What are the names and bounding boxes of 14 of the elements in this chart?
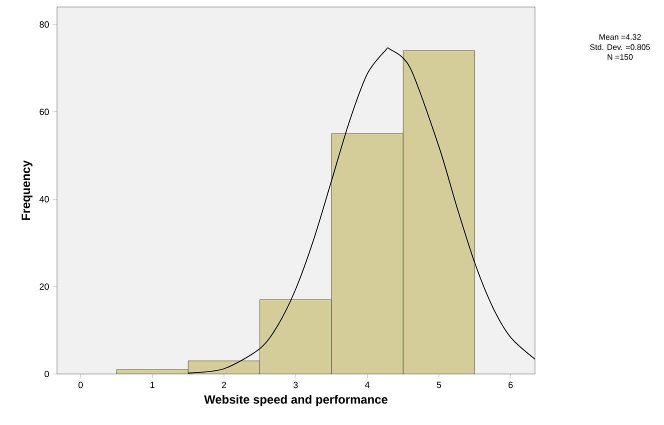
- y-tick-label: 60: [40, 108, 49, 116]
- x-axis-title: Website speed and performance: [204, 394, 388, 406]
- x-tick-label: 3: [293, 382, 298, 388]
- x-tick-label: 6: [508, 382, 513, 388]
- y-tick-label: 80: [40, 21, 49, 28]
- y-tick-label: 20: [40, 283, 49, 290]
- x-tick-label: 0: [78, 382, 83, 388]
- x-tick-label: 2: [222, 382, 226, 388]
- y-axis-title: Frequency: [22, 160, 32, 220]
- x-tick-label: 1: [150, 382, 154, 388]
- x-tick-label: 5: [436, 382, 442, 388]
- x-tick-label: 4: [365, 382, 370, 388]
- y-tick-label: 40: [39, 196, 49, 202]
- y-tick-label: 0: [44, 370, 49, 378]
